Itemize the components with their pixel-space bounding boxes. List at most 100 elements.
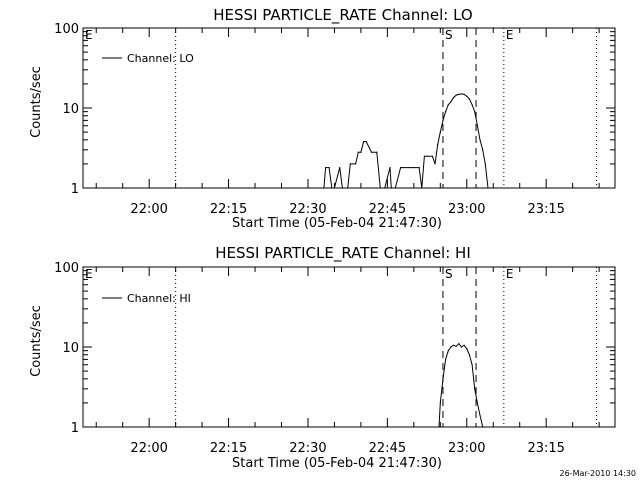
data-point: [400, 166, 402, 169]
footer-timestamp: 26-Mar-2010 14:30: [560, 469, 637, 478]
data-point: [333, 187, 336, 189]
data-point: [468, 354, 471, 356]
data-point: [390, 187, 392, 189]
data-point: [471, 364, 473, 366]
data-point: [360, 151, 362, 153]
data-point: [439, 402, 441, 404]
x-tick-label: 23:15: [527, 441, 564, 456]
data-point: [438, 426, 440, 428]
marker-label: E: [506, 267, 514, 281]
data-point: [365, 141, 367, 143]
data-point: [418, 166, 420, 169]
data-point: [357, 151, 359, 153]
x-tick-label: 22:00: [130, 441, 167, 456]
marker-label: E: [85, 28, 93, 42]
data-point: [445, 358, 447, 360]
series-line: [323, 93, 491, 189]
data-point: [407, 166, 410, 169]
y-tick-label: 10: [62, 102, 79, 117]
data-point: [394, 187, 396, 189]
data-point: [347, 187, 349, 189]
chart-title: HESSI PARTICLE_RATE Channel: LO: [213, 6, 472, 25]
data-point: [482, 149, 484, 151]
y-axis-label: Counts/sec: [29, 305, 44, 377]
data-point: [474, 388, 476, 390]
data-point: [439, 131, 441, 133]
data-point: [455, 345, 457, 347]
data-point: [325, 166, 327, 169]
data-point: [458, 93, 460, 95]
data-point: [431, 155, 433, 157]
data-point: [379, 187, 381, 189]
x-tick-label: 22:15: [210, 202, 247, 217]
y-tick-label: 100: [54, 22, 79, 37]
data-point: [402, 166, 404, 169]
data-point: [384, 187, 386, 189]
x-tick-label: 22:15: [210, 441, 247, 456]
data-point: [463, 93, 465, 95]
data-point: [450, 101, 452, 103]
data-point: [421, 187, 423, 189]
data-point: [434, 163, 436, 165]
y-axis-label: Counts/sec: [29, 66, 44, 138]
marker-label: E: [506, 28, 514, 42]
y-tick-label: 100: [54, 261, 79, 276]
x-tick-label: 22:00: [130, 202, 167, 217]
data-point: [476, 402, 478, 404]
x-axis-label: Start Time (05-Feb-04 21:47:30): [232, 456, 442, 471]
data-point: [487, 187, 489, 189]
data-point: [479, 139, 481, 141]
y-tick-label: 1: [71, 421, 79, 436]
data-point: [452, 344, 455, 346]
legend-label: Channel: HI: [127, 292, 191, 305]
data-point: [450, 346, 452, 348]
data-point: [355, 163, 357, 165]
chart-panel-lo: HESSI PARTICLE_RATE Channel: LO 1 10 100 22:…: [29, 6, 616, 231]
data-point: [479, 414, 481, 416]
x-tick-label: 23:00: [448, 202, 485, 217]
plot-frame: [82, 266, 616, 428]
y-tick-label: 1: [71, 182, 79, 197]
data-point: [471, 104, 473, 106]
data-point: [442, 378, 444, 380]
x-tick-label: 22:45: [369, 202, 406, 217]
data-point: [445, 111, 447, 113]
data-point: [323, 187, 325, 189]
data-point: [442, 119, 444, 121]
data-point: [423, 155, 426, 157]
data-point: [370, 151, 373, 153]
data-point: [463, 344, 465, 346]
x-tick-label: 22:30: [289, 202, 326, 217]
data-point: [484, 163, 486, 165]
data-point: [490, 187, 492, 189]
data-point: [349, 163, 351, 165]
data-point: [476, 125, 478, 127]
data-point: [458, 343, 460, 345]
marker-label: S: [445, 28, 453, 42]
x-tick-label: 23:00: [448, 441, 485, 456]
data-point: [331, 187, 333, 189]
marker-label: E: [85, 267, 93, 281]
data-point: [452, 96, 455, 99]
y-tick-label: 10: [62, 341, 79, 356]
data-point: [339, 166, 341, 169]
data-point: [328, 166, 330, 169]
chart-panel-hi: HESSI PARTICLE_RATE Channel: HI 1 10 100 22:…: [29, 244, 616, 471]
x-tick-label: 22:45: [369, 441, 406, 456]
legend-label: Channel: LO: [127, 52, 194, 65]
data-point: [468, 98, 471, 100]
data-point: [447, 104, 449, 106]
data-point: [341, 187, 343, 189]
data-point: [413, 166, 415, 169]
x-tick-label: 22:30: [289, 441, 326, 456]
x-axis-label: Start Time (05-Feb-04 21:47:30): [232, 216, 442, 231]
data-point: [455, 94, 457, 96]
series-line: [438, 342, 484, 428]
data-point: [474, 111, 476, 113]
x-tick-label: 23:15: [527, 202, 564, 217]
data-point: [460, 346, 463, 348]
data-point: [426, 155, 428, 157]
data-point: [460, 93, 463, 95]
chart-title: HESSI PARTICLE_RATE Channel: HI: [215, 244, 471, 263]
